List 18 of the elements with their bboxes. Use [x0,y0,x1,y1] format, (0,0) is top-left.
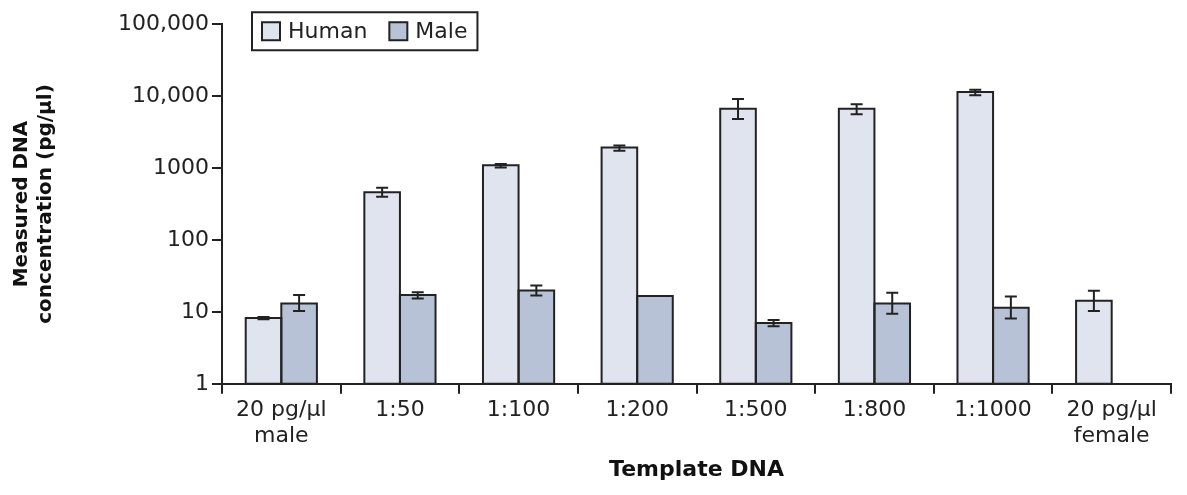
y-tick-label: 1 [195,369,209,395]
x-tick-label: 1:500 [724,395,788,421]
y-axis-title: Measured DNA concentration (pg/µl) [8,84,57,324]
y-tick-label: 100,000 [118,9,209,35]
x-tick-label: 1:800 [842,395,907,421]
legend-label: Human [288,17,368,43]
x-tick-label: 20 pg/µl male [236,395,327,448]
x-tick-label: 1:100 [486,395,551,421]
y-tick-label: 10 [181,297,209,323]
y-tick-label: 10,000 [132,81,209,107]
y-tick-label: 1000 [153,153,209,179]
y-tick-label: 100 [167,225,209,251]
x-axis-title: Template DNA [609,455,784,481]
x-tick-label: 1:200 [605,395,669,421]
x-tick-label: 1:50 [375,395,425,421]
x-tick-label: 1:1000 [954,395,1032,421]
x-tick-label: 20 pg/µl female [1066,395,1157,448]
legend-label: Male [415,17,468,43]
